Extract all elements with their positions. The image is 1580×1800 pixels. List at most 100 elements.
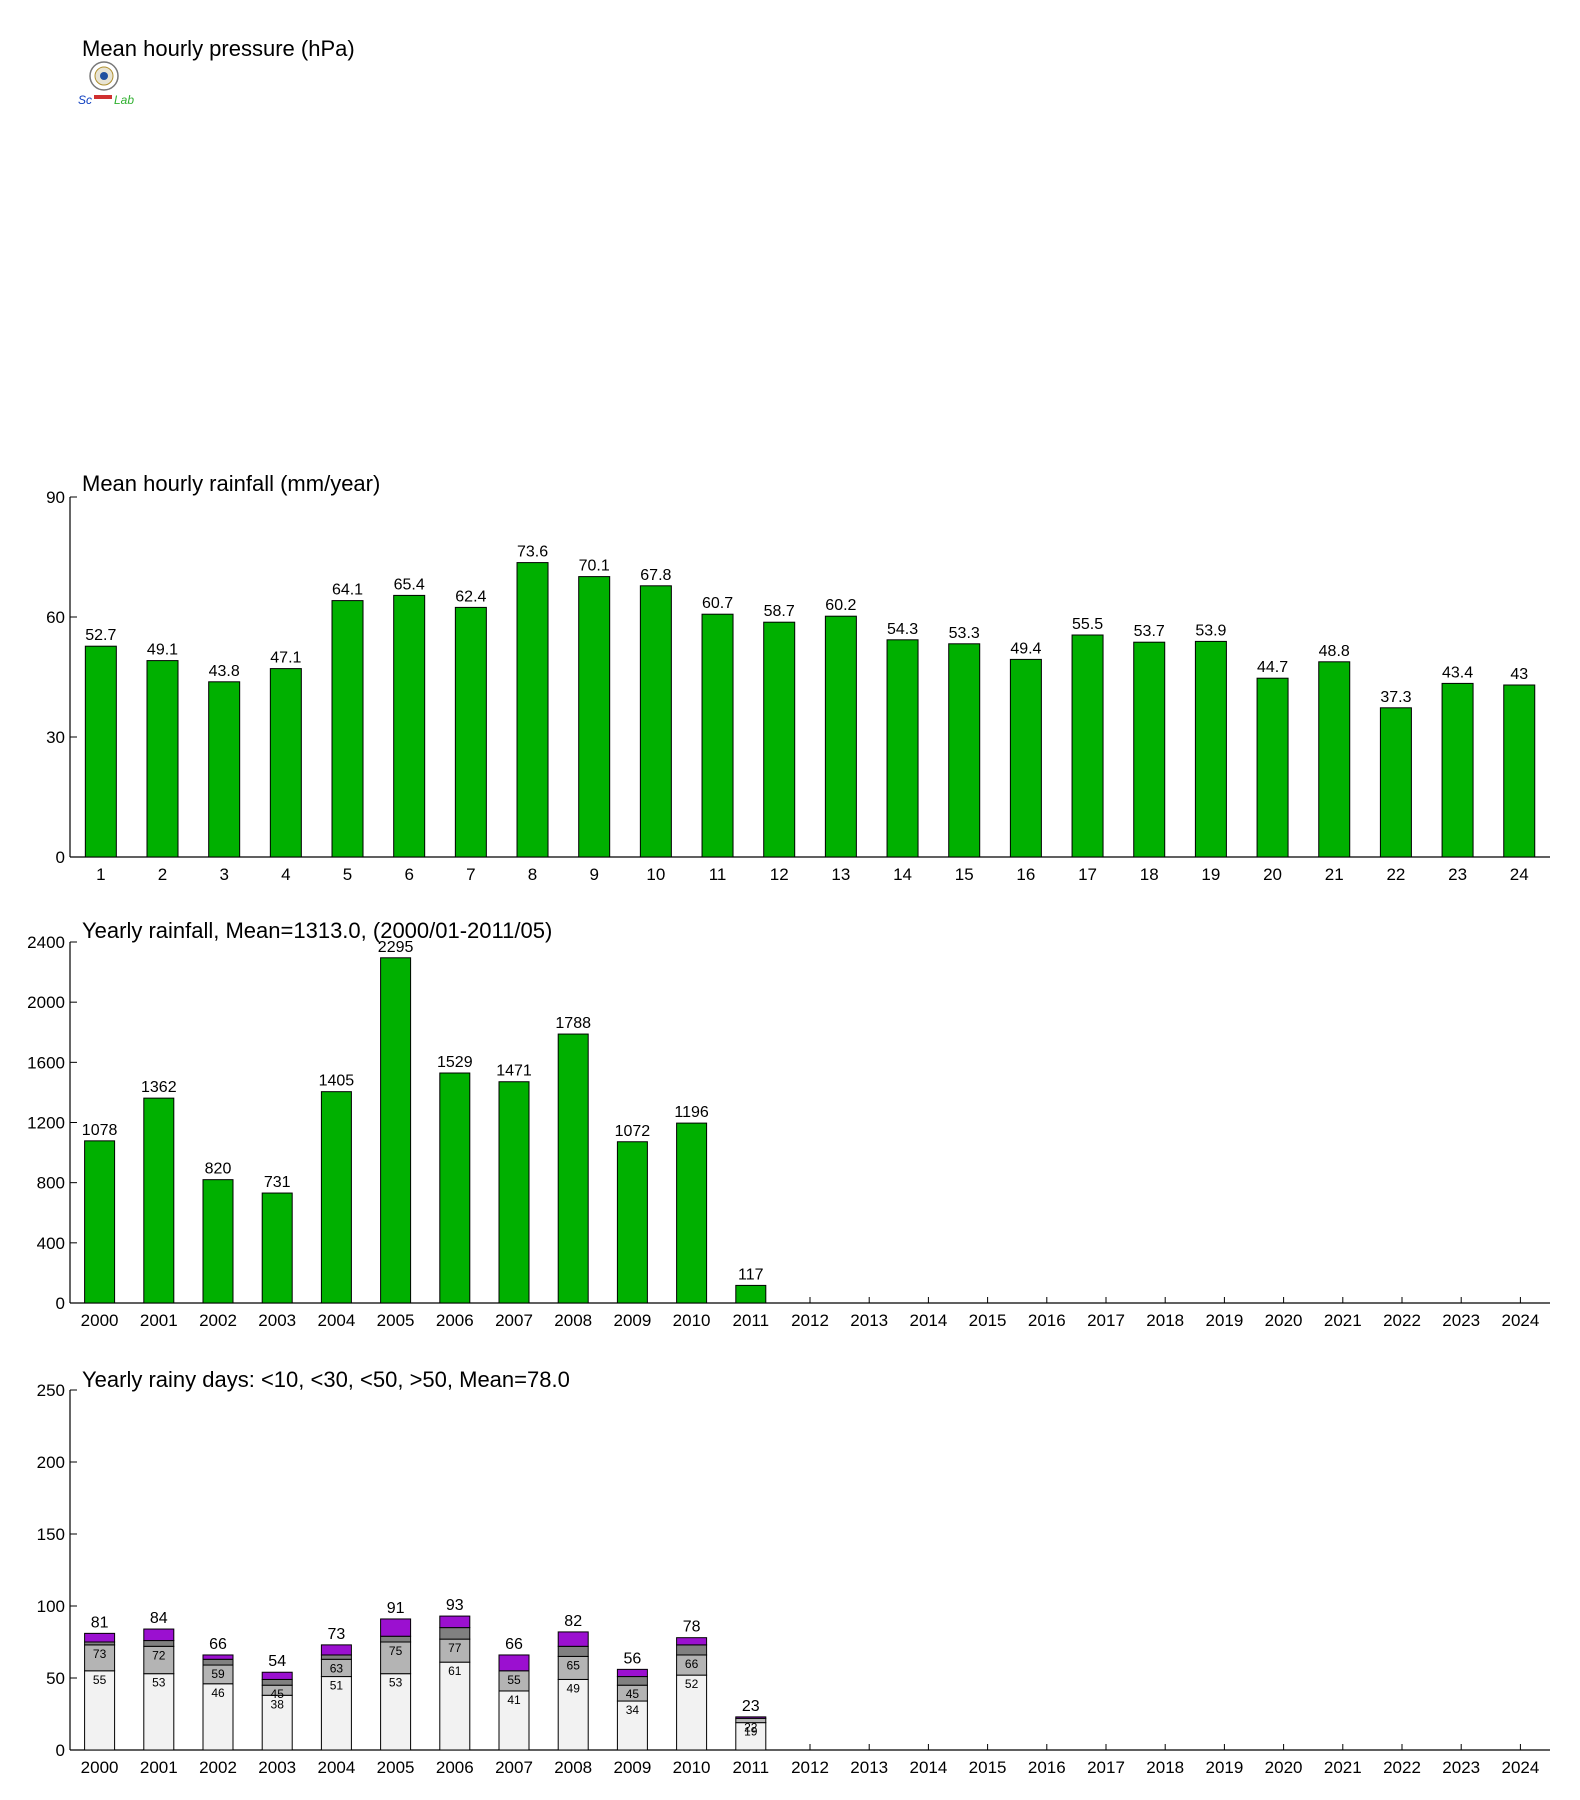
rainy-days-inner-label: 49 — [567, 1681, 581, 1695]
hourly-rainfall-bar — [393, 594, 426, 858]
days-x-tick-label: 2005 — [377, 1758, 415, 1777]
days-x-tick-label: 2018 — [1146, 1758, 1184, 1777]
pressure-panel: Mean hourly pressure (hPa) — [82, 36, 355, 61]
rainy-days-inner-label: 63 — [330, 1661, 344, 1675]
pressure-chart-title: Mean hourly pressure (hPa) — [82, 36, 355, 61]
rainy-days-inner-label: 45 — [626, 1687, 640, 1701]
yearly-rainfall-bar-label: 1471 — [496, 1063, 532, 1080]
hourly-rainfall-bar-label: 48.8 — [1319, 643, 1350, 660]
rainy-days-lt50-segment — [320, 1654, 352, 1660]
hourly-rainfall-bar — [948, 643, 981, 858]
rainy-days-lt10-segment — [261, 1694, 293, 1751]
rainy-days-gt50-segment — [439, 1615, 471, 1629]
yearly-rainfall-bar — [498, 1081, 530, 1304]
yearly-rainfall-bar — [261, 1192, 293, 1304]
rainy-days-lt50-segment — [380, 1635, 412, 1643]
rainy-days-total-label: 23 — [742, 1698, 760, 1715]
rainy-days-inner-label: 53 — [389, 1676, 403, 1690]
hourly-rainfall-bar — [639, 585, 672, 858]
days-y-tick-label: 150 — [37, 1525, 65, 1544]
rainy-days-lt50-segment — [676, 1644, 708, 1656]
logo-stripe — [94, 95, 112, 99]
yearly-x-tick-label: 2024 — [1501, 1311, 1539, 1330]
days-x-tick-label: 2021 — [1324, 1758, 1362, 1777]
yearly-x-tick-label: 2000 — [81, 1311, 119, 1330]
days-x-tick-label: 2015 — [969, 1758, 1007, 1777]
yearly-rainfall-bar-label: 2295 — [378, 939, 414, 956]
yearly-x-tick-label: 2009 — [613, 1311, 651, 1330]
yearly-rainfall-chart-title: Yearly rainfall, Mean=1313.0, (2000/01-2… — [82, 918, 552, 943]
rainy-days-inner-label: 41 — [507, 1693, 521, 1707]
rainy-days-inner-label: 34 — [626, 1703, 640, 1717]
hourly-y-tick-label: 60 — [46, 608, 65, 627]
days-x-tick-label: 2019 — [1205, 1758, 1243, 1777]
yearly-rainfall-bar-label: 117 — [738, 1266, 764, 1283]
hourly-x-tick-label: 16 — [1016, 865, 1035, 884]
hourly-x-tick-label: 2 — [158, 865, 167, 884]
days-x-tick-label: 2014 — [909, 1758, 947, 1777]
hourly-x-tick-label: 6 — [404, 865, 413, 884]
rainy-days-inner-label: 65 — [567, 1658, 581, 1672]
rainy-days-lt10-segment — [202, 1683, 234, 1751]
hourly-x-tick-label: 8 — [528, 865, 537, 884]
days-x-tick-label: 2020 — [1265, 1758, 1303, 1777]
rainy-days-gt50-segment — [84, 1632, 116, 1643]
rainy-days-inner-label: 52 — [685, 1677, 699, 1691]
yearly-x-tick-label: 2002 — [199, 1311, 237, 1330]
yearly-rainfall-bar-label: 1196 — [674, 1104, 709, 1121]
days-x-tick-label: 2003 — [258, 1758, 296, 1777]
rainy-days-gt50-segment — [735, 1716, 767, 1719]
hourly-rainfall-bar-label: 62.4 — [455, 588, 486, 605]
hourly-rainfall-bar-label: 43.4 — [1442, 664, 1473, 681]
rainy-days-inner-label: 59 — [211, 1667, 225, 1681]
days-y-tick-label: 50 — [46, 1669, 65, 1688]
hourly-y-tick-label: 30 — [46, 728, 65, 747]
rainy-days-lt10-segment — [143, 1673, 175, 1751]
hourly-rainfall-bar-label: 60.2 — [825, 597, 856, 614]
lab-logo: Sc Lab — [78, 61, 134, 107]
rainy-days-lt10-segment — [439, 1661, 471, 1751]
rainy-days-inner-label: 61 — [448, 1664, 462, 1678]
rainy-days-lt10-segment — [84, 1670, 116, 1751]
days-x-tick-label: 2002 — [199, 1758, 237, 1777]
yearly-x-tick-label: 2014 — [909, 1311, 947, 1330]
hourly-y-tick-label: 0 — [56, 848, 65, 867]
hourly-rainfall-bar — [578, 576, 611, 858]
yearly-x-tick-label: 2004 — [317, 1311, 355, 1330]
days-x-tick-label: 2022 — [1383, 1758, 1421, 1777]
yearly-x-tick-label: 2007 — [495, 1311, 533, 1330]
yearly-rainfall-bar-label: 1078 — [82, 1122, 118, 1139]
hourly-rainfall-bar — [1009, 658, 1042, 858]
hourly-x-tick-label: 17 — [1078, 865, 1097, 884]
hourly-rainfall-bar-label: 49.4 — [1010, 640, 1041, 657]
yearly-rainfall-bar-label: 1072 — [615, 1123, 651, 1140]
rainy-days-panel: Yearly rainy days: <10, <30, <50, >50, M… — [37, 1367, 1550, 1777]
hourly-x-tick-label: 10 — [646, 865, 665, 884]
yearly-rainfall-bar — [380, 957, 412, 1304]
yearly-x-tick-label: 2018 — [1146, 1311, 1184, 1330]
rainy-days-gt50-segment — [498, 1654, 530, 1672]
hourly-x-tick-label: 21 — [1325, 865, 1344, 884]
rainy-days-lt50-segment — [202, 1658, 234, 1666]
days-x-tick-label: 2009 — [613, 1758, 651, 1777]
rainy-days-inner-label: 77 — [448, 1641, 462, 1655]
yearly-x-tick-label: 2003 — [258, 1311, 296, 1330]
rainy-days-total-label: 84 — [150, 1610, 168, 1627]
hourly-rainfall-bar — [1379, 707, 1412, 858]
logo-seal-center — [100, 72, 108, 80]
rainy-days-total-label: 66 — [209, 1636, 227, 1653]
hourly-rainfall-bar-label: 54.3 — [887, 621, 918, 638]
hourly-x-tick-label: 14 — [893, 865, 912, 884]
yearly-x-tick-label: 2001 — [140, 1311, 178, 1330]
rainy-days-lt50-segment — [143, 1640, 175, 1647]
hourly-x-tick-label: 19 — [1201, 865, 1220, 884]
hourly-rainfall-chart-title: Mean hourly rainfall (mm/year) — [82, 471, 380, 496]
hourly-rainfall-bar-label: 65.4 — [394, 576, 425, 593]
days-x-tick-label: 2012 — [791, 1758, 829, 1777]
rainy-days-inner-label: 66 — [685, 1657, 699, 1671]
yearly-x-tick-label: 2016 — [1028, 1311, 1066, 1330]
rainy-days-gt50-segment — [380, 1618, 412, 1637]
hourly-rainfall-bar — [824, 615, 857, 858]
rainy-days-total-label: 66 — [505, 1636, 523, 1653]
